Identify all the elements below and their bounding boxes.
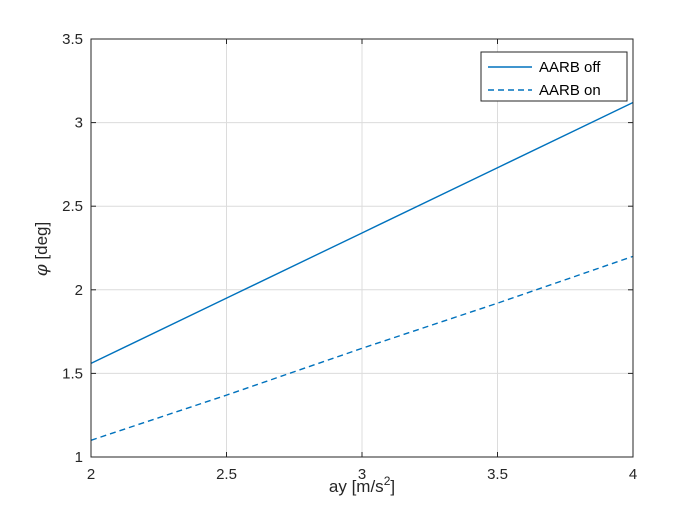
y-tick-label: 3 [75,115,83,132]
ticks [90,38,634,458]
x-tick-label: 3.5 [487,466,508,483]
x-tick-label: 2.5 [216,466,237,483]
legend-label-aarb-on: AARB on [539,82,601,99]
legend-label-aarb-off: AARB off [539,59,601,76]
series-line-aarb-on [90,255,634,441]
legend-box [480,51,628,102]
y-axis-label: φ [deg] [32,222,52,276]
y-tick-label: 2.5 [62,198,83,215]
x-tick-label: 2 [87,466,95,483]
x-tick-labels: 2 2.5 3 3.5 4 [87,466,637,483]
x-tick-label: 3 [358,466,366,483]
y-tick-label: 3.5 [62,31,83,48]
legend: AARB off AARB on [480,51,628,102]
y-tick-label: 2 [75,282,83,299]
series-line-aarb-off [90,101,634,364]
y-tick-label: 1.5 [62,365,83,382]
series-layer [90,101,634,441]
x-tick-label: 4 [629,466,637,483]
y-tick-label: 1 [75,449,83,466]
x-axis-label: ay [m/s2] [329,474,395,496]
y-tick-labels: 1 1.5 2 2.5 3 3.5 [62,31,83,466]
